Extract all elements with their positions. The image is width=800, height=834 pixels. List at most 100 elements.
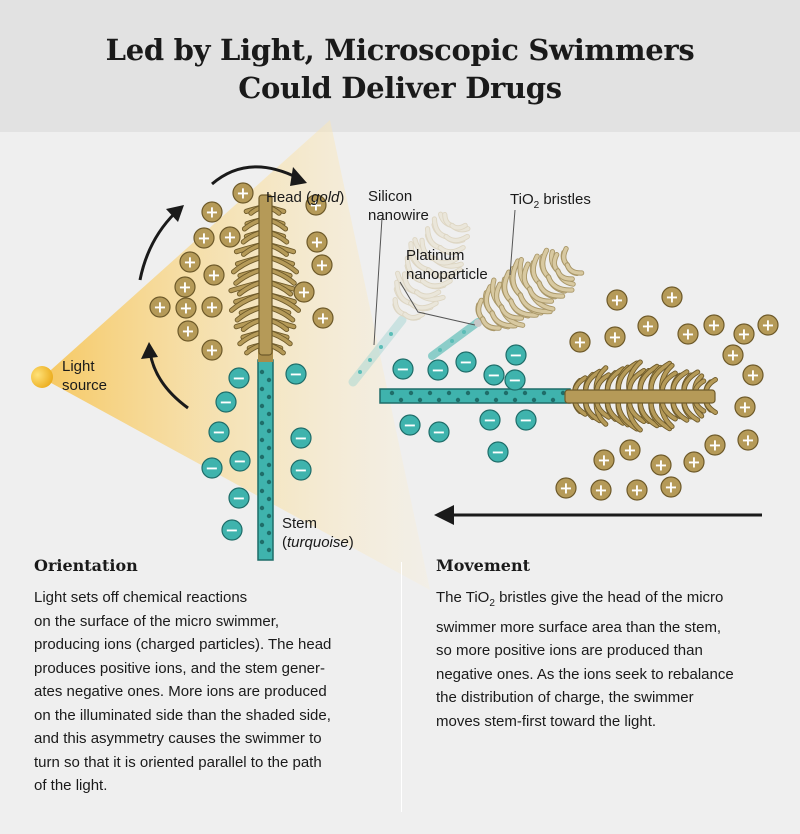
bristle <box>425 227 442 250</box>
light-source-icon <box>31 366 53 388</box>
bristle <box>395 271 419 294</box>
bristle <box>402 272 419 294</box>
svg-text:−: − <box>294 461 307 480</box>
tilted-swimmer <box>428 246 585 360</box>
positive-ion-icon: + <box>179 251 201 273</box>
bristle <box>537 281 565 298</box>
negative-ion-icon: − <box>455 351 477 373</box>
stem-dot <box>379 345 383 349</box>
stem-dot <box>474 397 480 403</box>
negative-ion-icon: − <box>228 487 250 509</box>
svg-text:−: − <box>396 360 409 379</box>
bristle <box>405 264 425 283</box>
bristle <box>438 246 460 255</box>
bristle <box>449 222 471 233</box>
negative-ion-icon: − <box>229 450 251 472</box>
bristle <box>528 287 554 303</box>
bristle <box>404 263 426 284</box>
bristle <box>405 256 425 283</box>
negative-ion-icon: − <box>428 421 450 443</box>
svg-text:+: + <box>608 328 621 347</box>
bristle <box>425 267 463 279</box>
stem-dot <box>531 397 537 403</box>
bristle <box>431 256 464 269</box>
negative-ion-icon: − <box>208 421 230 443</box>
positive-ion-icon: + <box>232 182 254 204</box>
stem-dot <box>266 445 272 451</box>
stem-dot <box>259 403 265 409</box>
stem-dot <box>259 471 265 477</box>
bristle <box>518 293 552 314</box>
bristle <box>420 238 437 261</box>
svg-text:+: + <box>594 481 607 500</box>
stem-dot <box>259 369 265 375</box>
negative-ion-icon: − <box>221 519 243 541</box>
svg-text:+: + <box>315 256 328 275</box>
bristle <box>408 300 439 311</box>
svg-text:+: + <box>559 479 572 498</box>
positive-ion-icon: + <box>650 454 672 476</box>
stem-dot <box>259 386 265 392</box>
negative-ion-icon: − <box>201 457 223 479</box>
svg-text:−: − <box>519 411 532 430</box>
rotation-arrow-lower <box>148 351 189 410</box>
svg-text:−: − <box>233 452 246 471</box>
bristle <box>450 223 467 230</box>
movement-heading: Movement <box>436 556 530 575</box>
bristle <box>414 289 442 299</box>
bristle <box>402 311 422 321</box>
bristle <box>420 279 446 289</box>
svg-text:+: + <box>179 299 192 318</box>
negative-ion-icon: − <box>215 391 237 413</box>
bristle <box>432 222 448 239</box>
svg-text:−: − <box>487 366 500 385</box>
bristle <box>409 301 433 311</box>
svg-text:+: + <box>181 322 194 341</box>
stem-dot <box>503 390 509 396</box>
svg-text:+: + <box>197 229 210 248</box>
positive-ion-icon: + <box>555 477 577 499</box>
positive-ion-icon: + <box>312 307 334 329</box>
bristle <box>393 302 407 317</box>
stem-dot <box>560 390 566 396</box>
positive-ion-icon: + <box>306 231 328 253</box>
stem-dot <box>358 370 362 374</box>
bristle <box>432 257 463 268</box>
svg-text:+: + <box>738 398 751 417</box>
positive-ion-icon: + <box>604 326 626 348</box>
svg-text:−: − <box>491 443 504 462</box>
bristle <box>407 249 432 273</box>
negative-ion-icon: − <box>228 367 250 389</box>
svg-text:−: − <box>509 346 522 365</box>
head-label: Head (gold) <box>266 189 345 206</box>
column-divider <box>401 562 402 812</box>
svg-text:−: − <box>483 411 496 430</box>
movement-text: The TiO2 bristles give the head of the m… <box>436 589 734 730</box>
svg-text:+: + <box>623 441 636 460</box>
stem-dot <box>266 462 272 468</box>
bristle <box>511 259 522 297</box>
positive-ion-icon: + <box>704 434 726 456</box>
stem-dot <box>259 437 265 443</box>
bristle <box>424 232 443 251</box>
positive-ion-icon: + <box>683 451 705 473</box>
bristle <box>432 257 459 265</box>
bristle <box>443 233 470 244</box>
svg-text:−: − <box>205 459 218 478</box>
svg-text:+: + <box>297 283 310 302</box>
positive-ion-icon: + <box>569 331 591 353</box>
stem-dot <box>266 547 272 553</box>
bristle <box>409 301 438 310</box>
stem-dot <box>259 488 265 494</box>
positive-ion-icon: + <box>149 296 171 318</box>
title-line-2: Could Deliver Drugs <box>238 71 562 105</box>
bristle <box>432 217 448 239</box>
stem-dot <box>266 428 272 434</box>
orientation-heading: Orientation <box>34 556 138 575</box>
positive-ion-icon: + <box>311 254 333 276</box>
stem-dot <box>512 397 518 403</box>
positive-ion-icon: + <box>593 449 615 471</box>
positive-ion-icon: + <box>737 429 759 451</box>
svg-text:+: + <box>236 184 249 203</box>
